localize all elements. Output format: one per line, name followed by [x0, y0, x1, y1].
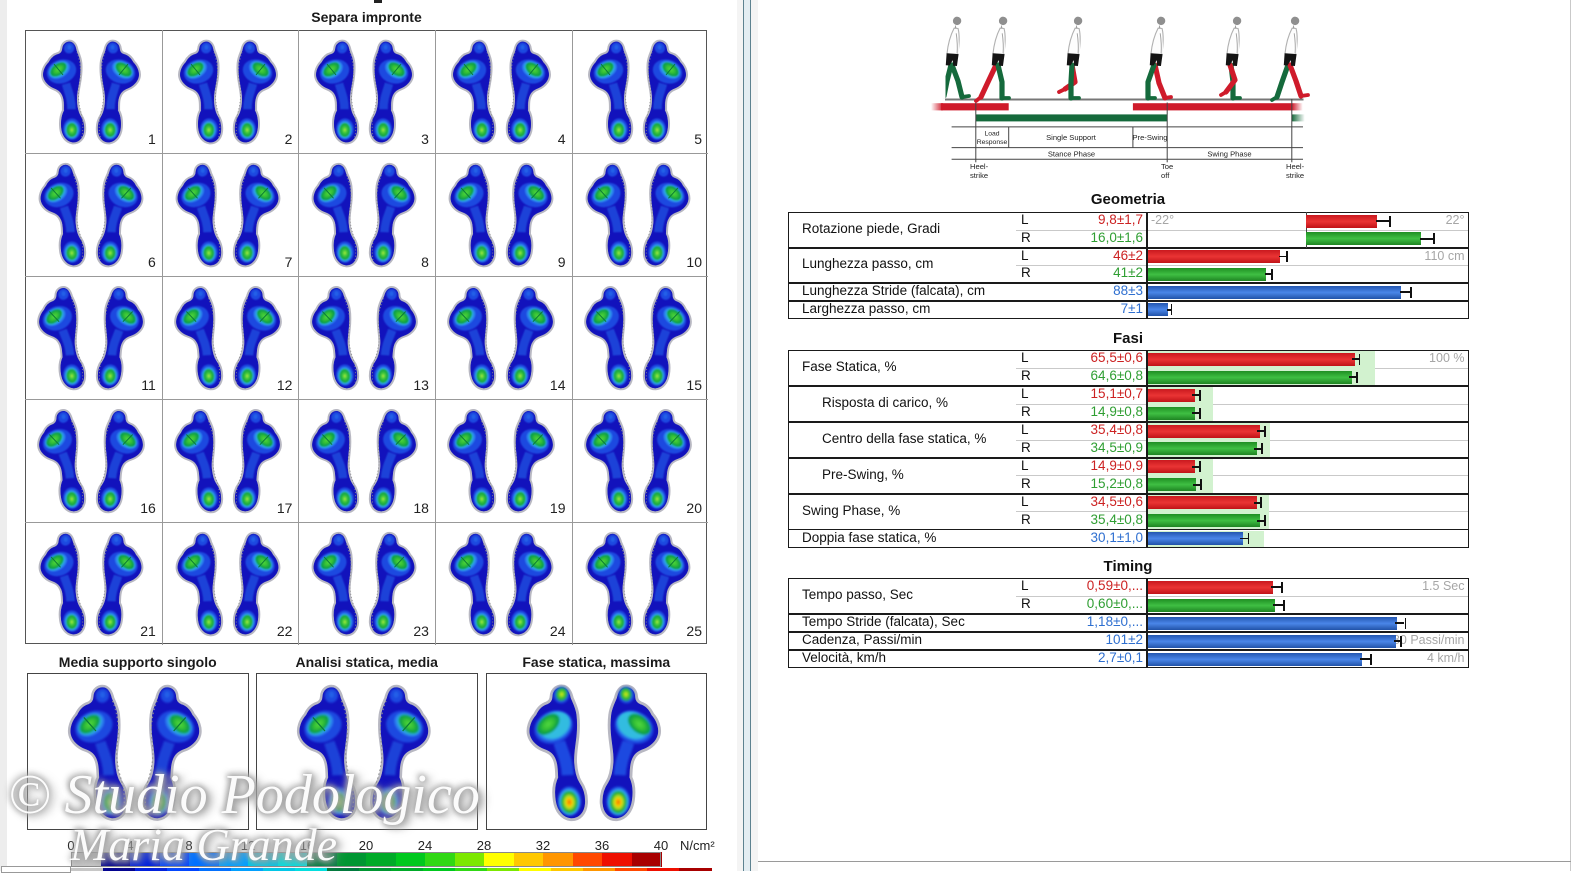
svg-text:Pre-Swing: Pre-Swing	[1132, 133, 1167, 142]
svg-text:Stance Phase: Stance Phase	[1048, 150, 1095, 159]
svg-text:Response: Response	[977, 139, 1008, 146]
svg-text:Load: Load	[984, 131, 999, 138]
svg-text:Single Support: Single Support	[1046, 133, 1097, 142]
svg-text:Heel-: Heel-	[970, 162, 989, 171]
svg-text:Swing Phase: Swing Phase	[1207, 150, 1251, 159]
svg-text:Heel-: Heel-	[1286, 162, 1305, 171]
svg-text:Toe: Toe	[1161, 162, 1173, 171]
svg-text:off: off	[1161, 171, 1170, 180]
svg-text:strike: strike	[1286, 171, 1304, 180]
svg-text:strike: strike	[970, 171, 988, 180]
